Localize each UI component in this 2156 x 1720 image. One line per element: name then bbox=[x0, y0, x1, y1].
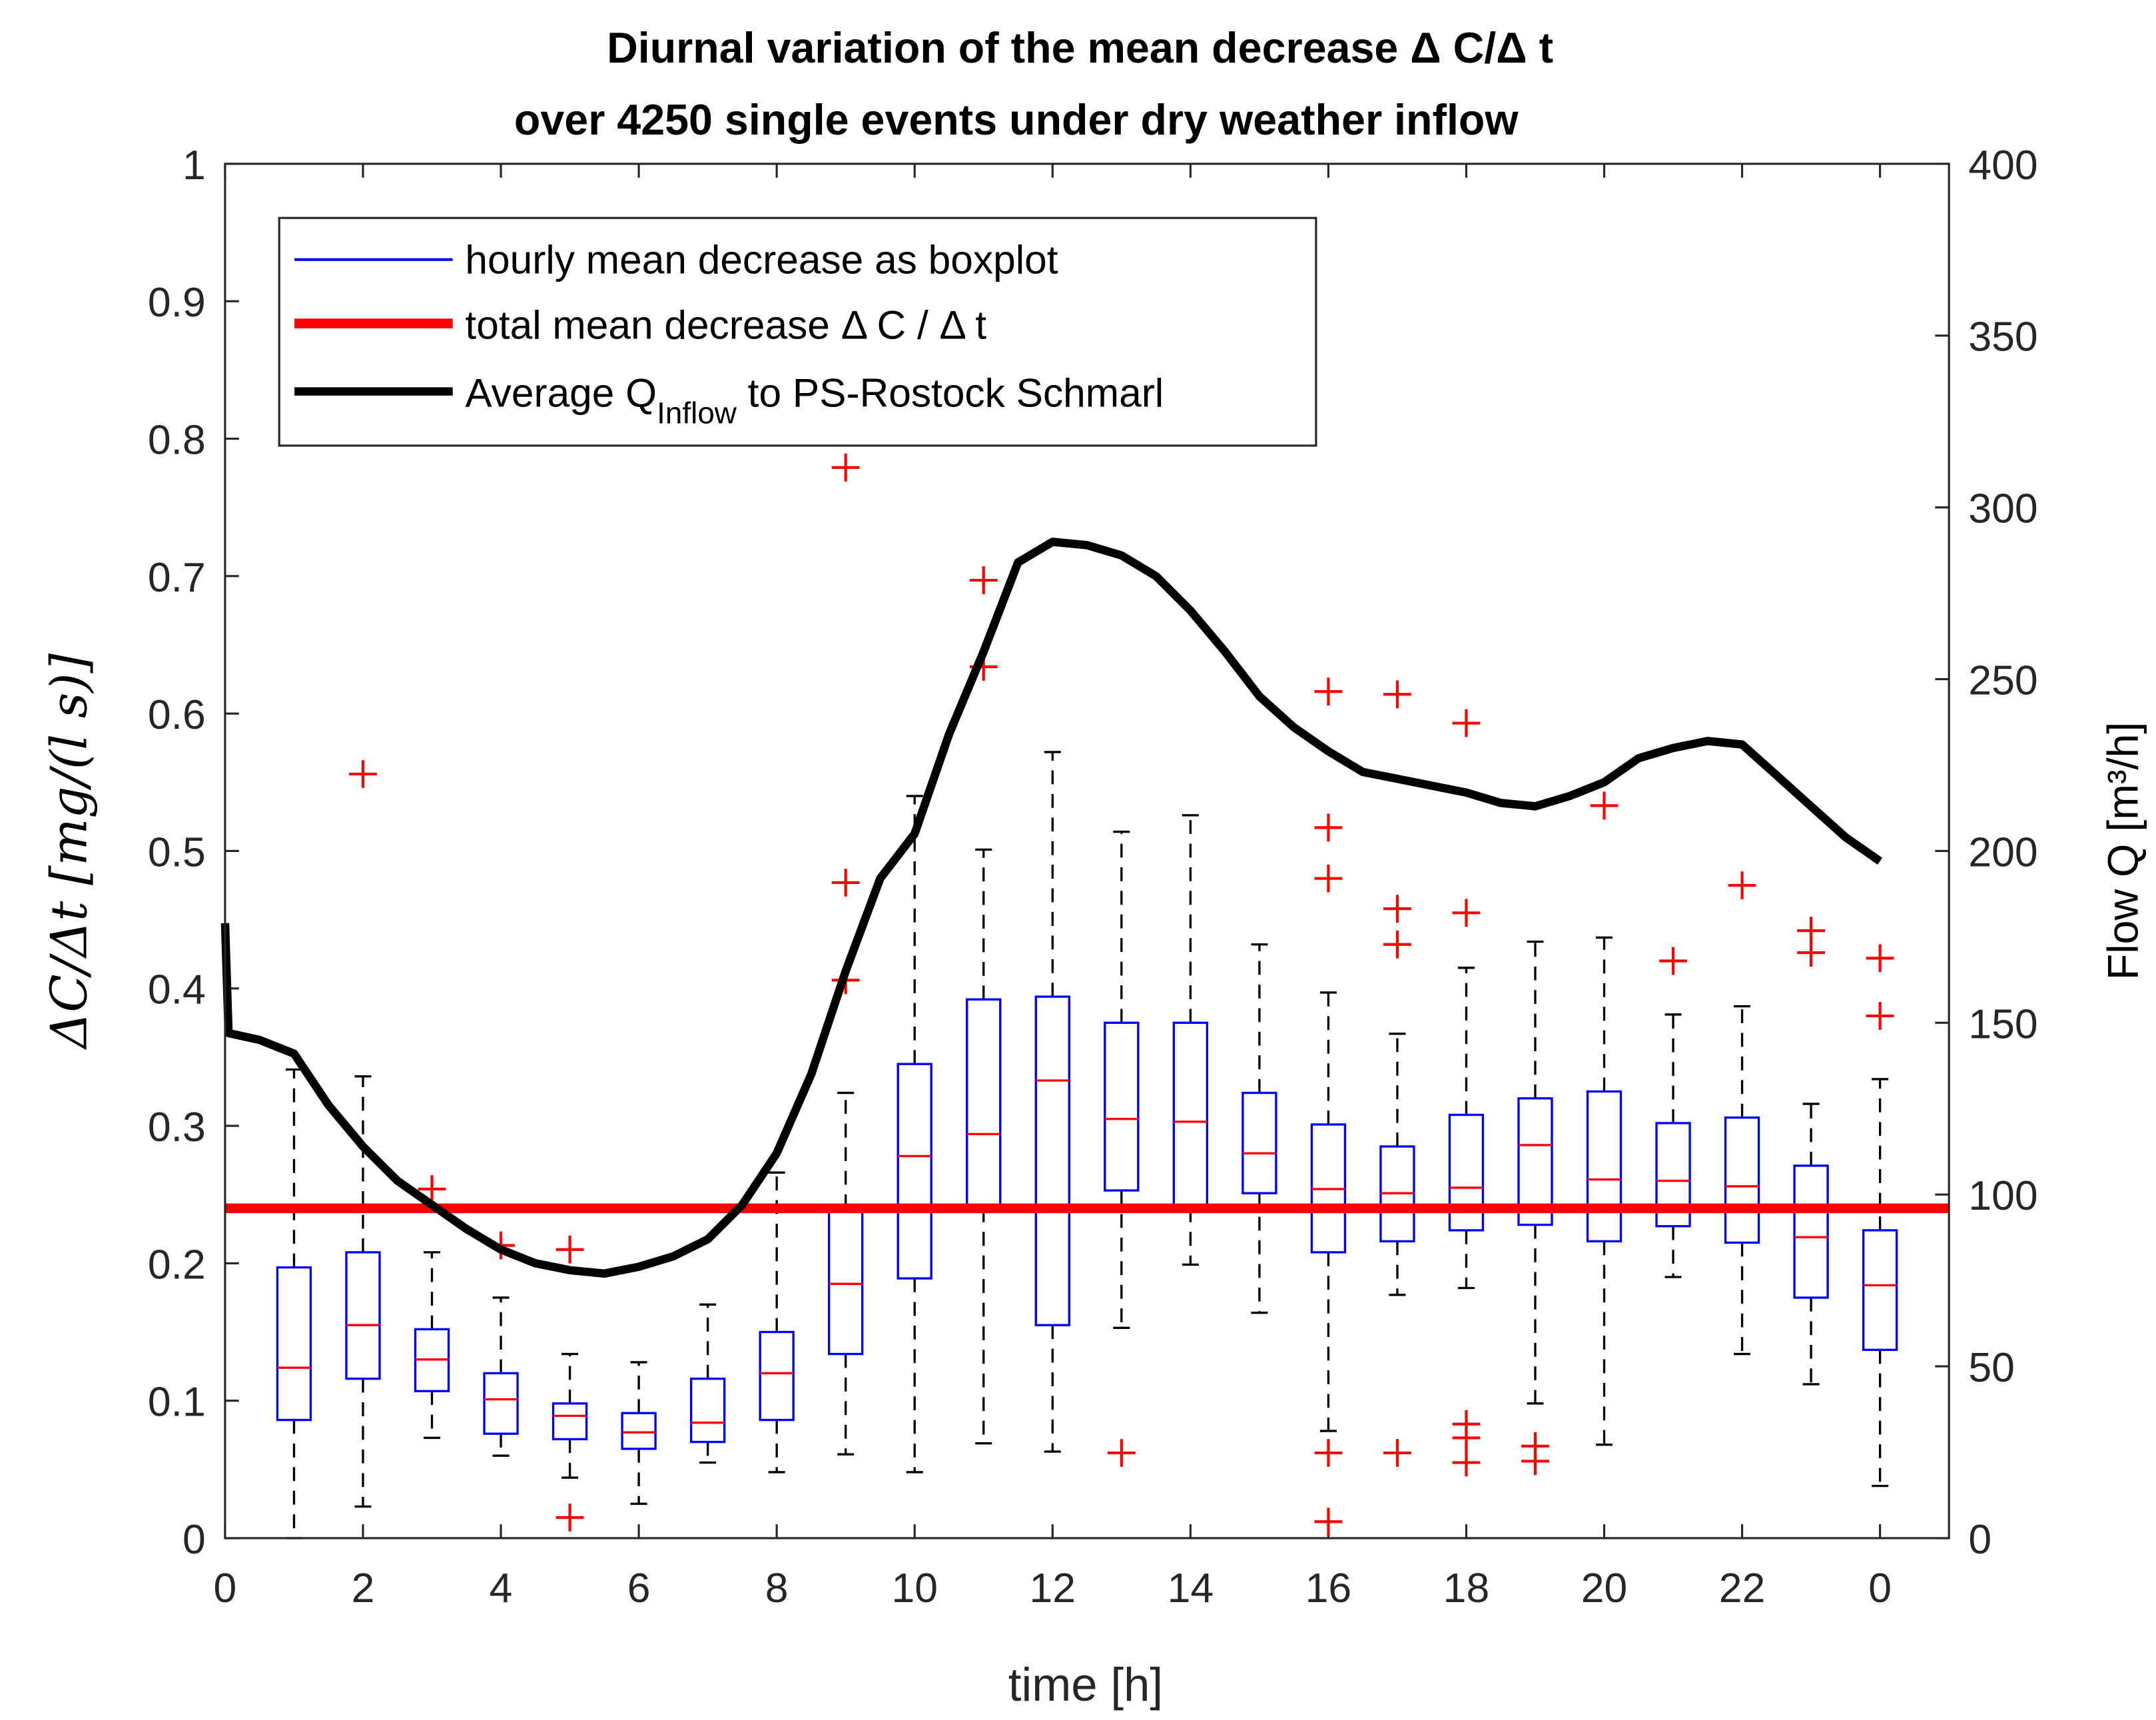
outlier-marker bbox=[1797, 939, 1825, 967]
x-tick-label: 8 bbox=[765, 1565, 789, 1611]
x-tick-label: 18 bbox=[1443, 1565, 1490, 1611]
y-left-tick-label: 0.8 bbox=[148, 416, 206, 463]
box bbox=[345, 1251, 381, 1380]
y-left-tick-label: 0.5 bbox=[148, 829, 206, 875]
x-tick-label: 14 bbox=[1168, 1565, 1214, 1611]
y-right-tick-label: 300 bbox=[1968, 486, 2037, 532]
box bbox=[759, 1330, 795, 1422]
y-axis-right-label: Flow Q [m³/h] bbox=[2099, 722, 2147, 981]
axes-frame bbox=[224, 163, 1950, 1539]
outlier-marker bbox=[418, 1175, 446, 1203]
legend: hourly mean decrease as boxplot total me… bbox=[278, 216, 1317, 447]
flow-line bbox=[220, 538, 1883, 1278]
box bbox=[621, 1412, 657, 1450]
x-axis-label: time [h] bbox=[1008, 1659, 1163, 1711]
outlier-marker bbox=[1107, 1439, 1136, 1467]
y-right-tick-label: 200 bbox=[1968, 829, 2037, 875]
outlier-marker bbox=[969, 566, 998, 594]
outlier-marker bbox=[1314, 813, 1343, 842]
y-right-tick-label: 400 bbox=[1968, 142, 2037, 189]
x-tick-label: 0 bbox=[214, 1565, 237, 1611]
y-left-tick-label: 0.6 bbox=[148, 691, 206, 738]
outlier-marker bbox=[1314, 1439, 1343, 1467]
outlier-marker bbox=[1866, 1002, 1894, 1030]
outlier-marker bbox=[555, 1504, 584, 1531]
box bbox=[1724, 1116, 1760, 1244]
y-right-tick-label: 50 bbox=[1968, 1344, 2015, 1391]
outlier-marker bbox=[1452, 1448, 1481, 1477]
x-tick-label: 16 bbox=[1305, 1565, 1352, 1611]
chart-title-line-1: Diurnal variation of the mean decrease Δ… bbox=[607, 24, 1553, 72]
outlier-marker bbox=[1314, 677, 1343, 705]
y-right-tick-label: 250 bbox=[1968, 657, 2037, 703]
box bbox=[689, 1378, 726, 1444]
chart-title-line-2: over 4250 single events under dry weathe… bbox=[514, 96, 1519, 144]
box bbox=[1862, 1229, 1898, 1352]
outlier-marker bbox=[1728, 871, 1756, 899]
x-tick-label: 12 bbox=[1030, 1565, 1076, 1611]
box bbox=[1034, 995, 1070, 1326]
outlier-marker bbox=[1383, 930, 1411, 959]
legend-flow-tail: to PS-Rostock Schmarl bbox=[737, 370, 1164, 416]
y-left-tick-label: 0.1 bbox=[148, 1379, 206, 1426]
x-tick-label: 0 bbox=[1868, 1565, 1892, 1611]
legend-label-mean: total mean decrease Δ C / Δ t bbox=[465, 302, 986, 347]
y-left-tick-label: 0 bbox=[182, 1516, 206, 1563]
legend-label-boxplot: hourly mean decrease as boxplot bbox=[465, 237, 1058, 282]
plot-area: 0 2 4 6 8 10 12 14 16 18 20 22 000.10.20.30.40.50.60… bbox=[148, 142, 2038, 1611]
legend-label-flow: Average QInflow to PS-Rostock Schmarl bbox=[465, 370, 1164, 430]
outlier-marker bbox=[1452, 899, 1481, 927]
x-tick-label: 10 bbox=[891, 1565, 938, 1611]
box bbox=[1793, 1164, 1829, 1299]
y-left-tick-label: 0.2 bbox=[148, 1241, 206, 1288]
box bbox=[1517, 1097, 1553, 1226]
box bbox=[1586, 1090, 1622, 1243]
outlier-marker bbox=[1659, 947, 1687, 975]
legend-flow-main: Average Q bbox=[465, 370, 657, 416]
y-left-tick-label: 1 bbox=[182, 142, 206, 189]
y-left-tick-label: 0.4 bbox=[148, 967, 206, 1013]
outlier-marker bbox=[1383, 895, 1411, 923]
y-left-tick-label: 0.7 bbox=[148, 554, 206, 601]
outlier-marker bbox=[1590, 791, 1618, 820]
x-tick-label: 22 bbox=[1719, 1565, 1766, 1611]
box bbox=[276, 1266, 312, 1422]
y-left-tick-label: 0.9 bbox=[148, 279, 206, 326]
outlier-marker bbox=[349, 760, 377, 788]
legend-flow-sub: Inflow bbox=[657, 396, 737, 430]
x-tick-label: 2 bbox=[352, 1565, 375, 1611]
y-right-tick-label: 350 bbox=[1968, 314, 2037, 360]
outlier-marker bbox=[1521, 1447, 1549, 1476]
outlier-marker bbox=[1452, 1424, 1481, 1452]
outlier-marker bbox=[1314, 864, 1343, 893]
y-right-tick-label: 0 bbox=[1968, 1516, 1991, 1563]
y-left-tick-label: 0.3 bbox=[148, 1104, 206, 1150]
y-axis-left-label: ΔC/Δt [mg/(l s)] bbox=[40, 653, 99, 1051]
outlier-marker bbox=[1866, 944, 1894, 973]
outlier-marker bbox=[1383, 1439, 1411, 1467]
x-tick-label: 6 bbox=[627, 1565, 651, 1611]
box bbox=[551, 1402, 588, 1441]
box bbox=[1655, 1122, 1691, 1228]
box bbox=[483, 1372, 519, 1435]
box bbox=[897, 1063, 932, 1280]
x-tick-label: 4 bbox=[490, 1565, 513, 1611]
box bbox=[1448, 1113, 1485, 1232]
x-tick-label: 20 bbox=[1581, 1565, 1628, 1611]
outlier-marker bbox=[1452, 709, 1481, 737]
outlier-marker bbox=[1314, 1507, 1343, 1536]
legend-box bbox=[278, 216, 1317, 447]
outlier-marker bbox=[1383, 680, 1411, 709]
outlier-marker bbox=[831, 869, 860, 897]
box bbox=[1242, 1091, 1277, 1194]
outlier-marker bbox=[831, 454, 860, 482]
outlier-marker bbox=[555, 1235, 584, 1264]
y-right-tick-label: 100 bbox=[1968, 1172, 2037, 1219]
y-right-tick-label: 150 bbox=[1968, 1001, 2037, 1047]
box bbox=[1104, 1021, 1140, 1192]
